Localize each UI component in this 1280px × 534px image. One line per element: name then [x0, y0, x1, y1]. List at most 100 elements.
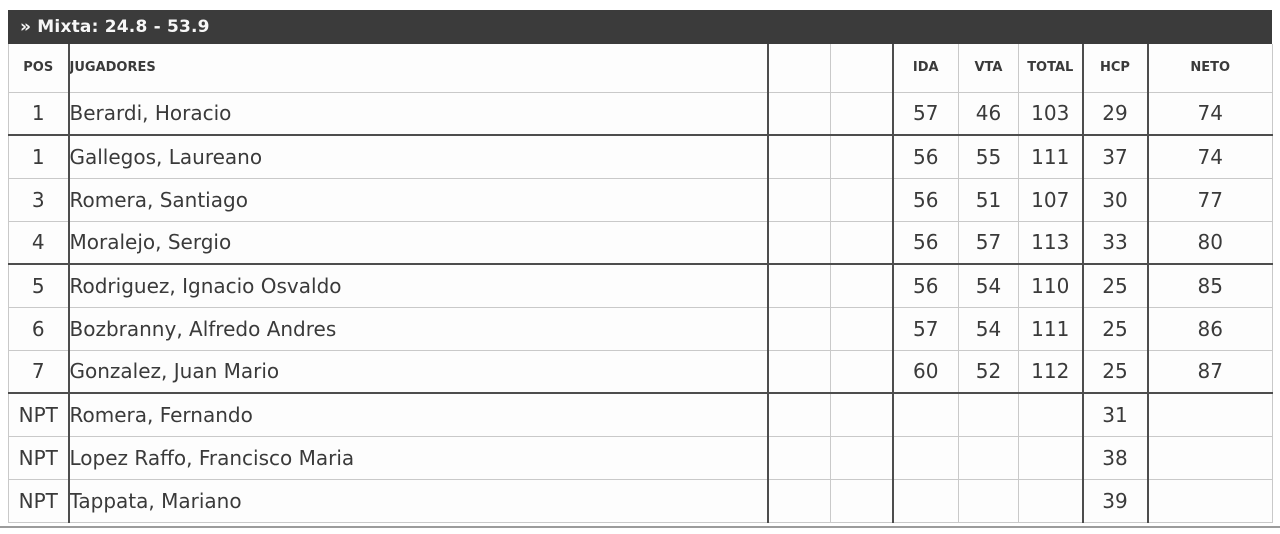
ida-cell: 60 [892, 350, 959, 394]
neto-cell: 80 [1147, 221, 1273, 265]
vta-cell [958, 479, 1019, 523]
ida-cell: 56 [892, 178, 959, 222]
table-row: 4 Moralejo, Sergio 56 57 113 33 80 [8, 221, 1273, 265]
vta-cell: 52 [958, 350, 1019, 394]
spacer-cell-1 [767, 350, 831, 394]
pos-cell: 5 [8, 264, 70, 308]
neto-cell: 87 [1147, 350, 1273, 394]
pos-cell: 7 [8, 350, 70, 394]
ida-cell: 56 [892, 264, 959, 308]
player-name-cell: Tappata, Mariano [68, 479, 769, 523]
neto-cell: 74 [1147, 92, 1273, 136]
pos-cell: NPT [8, 393, 70, 437]
total-cell: 111 [1018, 135, 1084, 179]
player-name-cell: Bozbranny, Alfredo Andres [68, 307, 769, 351]
table-row: 1 Gallegos, Laureano 56 55 111 37 74 [8, 135, 1273, 179]
col-header-hcp: HCP [1082, 44, 1149, 93]
table-row: 7 Gonzalez, Juan Mario 60 52 112 25 87 [8, 350, 1273, 394]
hcp-cell: 37 [1082, 135, 1149, 179]
col-header-ida: IDA [892, 44, 959, 93]
ida-cell [892, 436, 959, 480]
spacer-cell-2 [830, 264, 894, 308]
neto-cell [1147, 436, 1273, 480]
vta-cell: 46 [958, 92, 1019, 136]
pos-cell: 6 [8, 307, 70, 351]
neto-cell: 74 [1147, 135, 1273, 179]
pos-cell: 1 [8, 92, 70, 136]
hcp-cell: 31 [1082, 393, 1149, 437]
spacer-cell-1 [767, 264, 831, 308]
pos-cell: NPT [8, 436, 70, 480]
total-cell: 110 [1018, 264, 1084, 308]
spacer-cell-2 [830, 479, 894, 523]
neto-cell [1147, 393, 1273, 437]
spacer-cell-2 [830, 307, 894, 351]
total-cell [1018, 436, 1084, 480]
spacer-cell-2 [830, 350, 894, 394]
table-row: 5 Rodriguez, Ignacio Osvaldo 56 54 110 2… [8, 264, 1273, 308]
col-header-total: TOTAL [1018, 44, 1084, 93]
col-header-pos: POS [8, 44, 70, 93]
player-name-cell: Rodriguez, Ignacio Osvaldo [68, 264, 769, 308]
total-cell: 111 [1018, 307, 1084, 351]
results-table: POS JUGADORES IDA VTA TOTAL HCP NETO 1 B… [8, 44, 1273, 523]
player-name-cell: Berardi, Horacio [68, 92, 769, 136]
col-header-spacer-2 [830, 44, 894, 93]
neto-cell: 86 [1147, 307, 1273, 351]
total-cell: 113 [1018, 221, 1084, 265]
page-bottom-divider [0, 525, 1280, 528]
vta-cell: 55 [958, 135, 1019, 179]
ida-cell: 56 [892, 135, 959, 179]
spacer-cell-1 [767, 92, 831, 136]
ida-cell: 57 [892, 307, 959, 351]
hcp-cell: 33 [1082, 221, 1149, 265]
vta-cell: 51 [958, 178, 1019, 222]
spacer-cell-2 [830, 135, 894, 179]
table-row: NPT Tappata, Mariano 39 [8, 479, 1273, 523]
spacer-cell-1 [767, 393, 831, 437]
spacer-cell-2 [830, 436, 894, 480]
vta-cell [958, 436, 1019, 480]
table-row: NPT Lopez Raffo, Francisco Maria 38 [8, 436, 1273, 480]
table-row: NPT Romera, Fernando 31 [8, 393, 1273, 437]
neto-cell: 85 [1147, 264, 1273, 308]
hcp-cell: 25 [1082, 307, 1149, 351]
player-name-cell: Moralejo, Sergio [68, 221, 769, 265]
player-name-cell: Romera, Santiago [68, 178, 769, 222]
spacer-cell-1 [767, 178, 831, 222]
spacer-cell-2 [830, 92, 894, 136]
player-name-cell: Romera, Fernando [68, 393, 769, 437]
spacer-cell-2 [830, 178, 894, 222]
category-title: » Mixta: 24.8 - 53.9 [20, 17, 210, 37]
pos-cell: 1 [8, 135, 70, 179]
col-header-neto: NETO [1147, 44, 1273, 93]
ida-cell [892, 479, 959, 523]
spacer-cell-1 [767, 436, 831, 480]
table-row: 3 Romera, Santiago 56 51 107 30 77 [8, 178, 1273, 222]
hcp-cell: 30 [1082, 178, 1149, 222]
spacer-cell-2 [830, 221, 894, 265]
ida-cell: 56 [892, 221, 959, 265]
ida-cell: 57 [892, 92, 959, 136]
category-header-bar[interactable]: » Mixta: 24.8 - 53.9 [8, 10, 1272, 44]
player-name-cell: Gallegos, Laureano [68, 135, 769, 179]
total-cell [1018, 393, 1084, 437]
player-name-cell: Gonzalez, Juan Mario [68, 350, 769, 394]
spacer-cell-1 [767, 135, 831, 179]
spacer-cell-2 [830, 393, 894, 437]
hcp-cell: 38 [1082, 436, 1149, 480]
player-name-cell: Lopez Raffo, Francisco Maria [68, 436, 769, 480]
table-row: 1 Berardi, Horacio 57 46 103 29 74 [8, 92, 1273, 136]
ida-cell [892, 393, 959, 437]
hcp-cell: 25 [1082, 264, 1149, 308]
col-header-spacer-1 [767, 44, 831, 93]
pos-cell: 3 [8, 178, 70, 222]
hcp-cell: 29 [1082, 92, 1149, 136]
pos-cell: 4 [8, 221, 70, 265]
table-header-row: POS JUGADORES IDA VTA TOTAL HCP NETO [8, 44, 1273, 93]
total-cell: 103 [1018, 92, 1084, 136]
vta-cell: 57 [958, 221, 1019, 265]
neto-cell: 77 [1147, 178, 1273, 222]
vta-cell: 54 [958, 264, 1019, 308]
